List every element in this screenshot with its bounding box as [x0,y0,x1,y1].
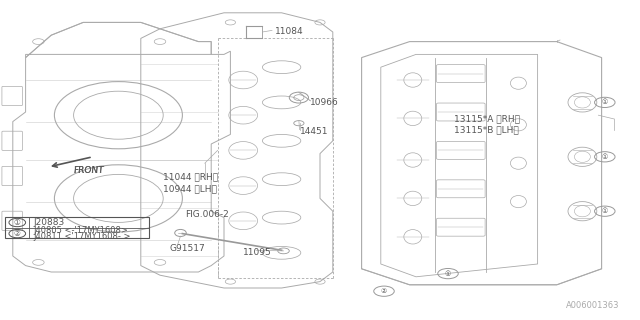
Text: A006001363: A006001363 [566,301,620,310]
Text: J40805 <-'17MY1608>: J40805 <-'17MY1608> [33,226,128,235]
Text: J20883: J20883 [33,218,65,227]
Text: ②: ② [14,229,20,238]
Text: ①: ① [445,271,451,276]
Text: ①: ① [602,208,608,214]
Text: 11084: 11084 [275,28,304,36]
Text: 13115*A 〈RH〉: 13115*A 〈RH〉 [454,115,520,124]
Text: 10944 〈LH〉: 10944 〈LH〉 [163,184,217,193]
Text: FRONT: FRONT [74,166,104,175]
Text: ②: ② [381,288,387,294]
Text: ①: ① [14,218,20,227]
Text: 11044 〈RH〉: 11044 〈RH〉 [163,172,218,181]
Text: 11095: 11095 [243,248,272,257]
Text: ①: ① [602,100,608,105]
Text: 13115*B 〈LH〉: 13115*B 〈LH〉 [454,125,519,134]
Text: 14451: 14451 [300,127,328,136]
Text: ①: ① [602,154,608,160]
Text: FIG.006-2: FIG.006-2 [186,210,229,219]
Text: J40811 <'17MY1608- >: J40811 <'17MY1608- > [33,232,131,241]
Text: G91517: G91517 [170,244,205,253]
Text: 10966: 10966 [310,98,339,107]
Text: FRONT: FRONT [74,166,104,175]
